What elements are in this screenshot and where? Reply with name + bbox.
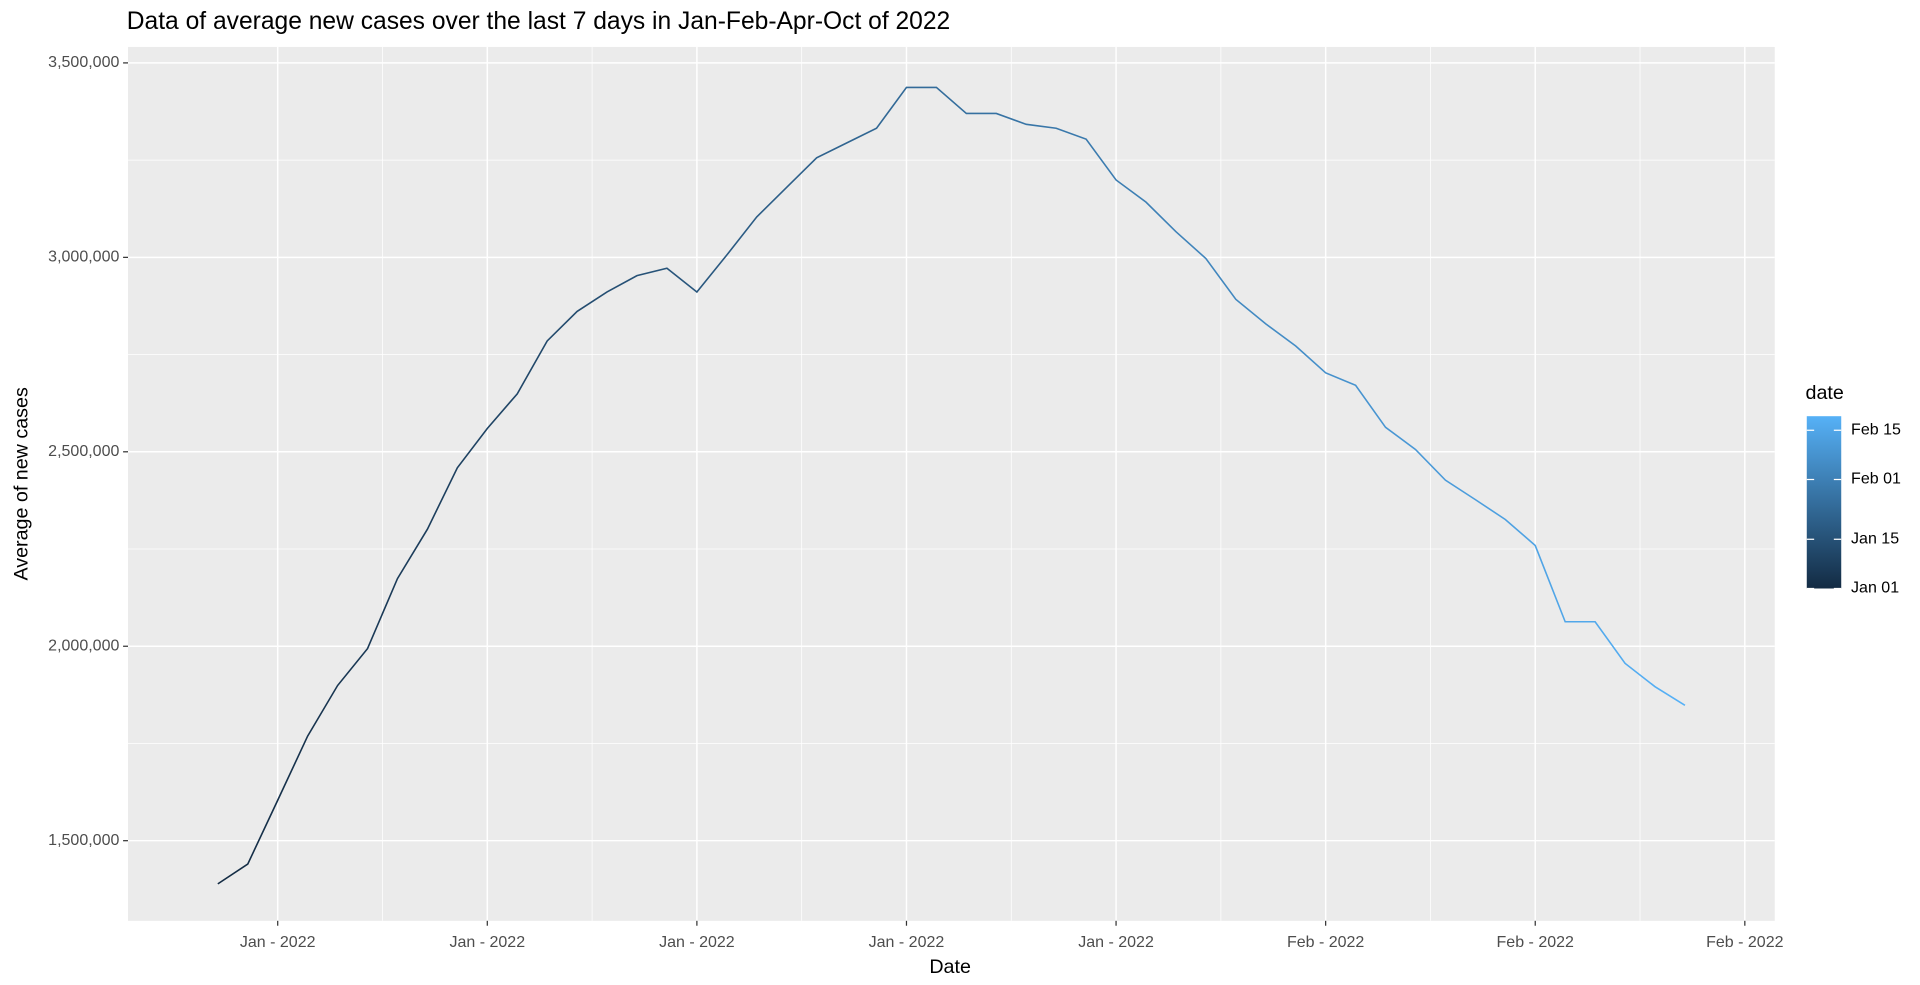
legend-label: Feb 15 <box>1851 421 1901 438</box>
x-tick-label: Feb - 2022 <box>1706 934 1783 951</box>
x-tick-label: Jan - 2022 <box>869 934 945 951</box>
x-tick-label: Jan - 2022 <box>1078 934 1154 951</box>
legend-label: Jan 15 <box>1851 530 1899 547</box>
legend-label: Feb 01 <box>1851 471 1901 488</box>
grid <box>128 46 1775 921</box>
x-tick-label: Feb - 2022 <box>1287 934 1364 951</box>
y-tick-label: 2,000,000 <box>48 637 119 654</box>
panel <box>128 46 1775 921</box>
x-axis-title: Date <box>929 956 971 978</box>
x-tick-label: Jan - 2022 <box>659 934 735 951</box>
y-tick-label: 3,500,000 <box>48 54 119 71</box>
x-tick-label: Feb - 2022 <box>1497 934 1574 951</box>
y-tick-label: 3,000,000 <box>48 249 119 266</box>
chart-title: Data of average new cases over the last … <box>127 8 950 35</box>
y-tick-label: 2,500,000 <box>48 443 119 460</box>
x-tick-label: Jan - 2022 <box>449 934 525 951</box>
colorbar <box>1806 416 1842 589</box>
y-axis-title: Average of new cases <box>10 387 32 581</box>
legend-title: date <box>1806 382 1844 404</box>
y-tick-label: 1,500,000 <box>48 832 119 849</box>
x-tick-label: Jan - 2022 <box>240 934 316 951</box>
line <box>217 86 1686 885</box>
legend-label: Jan 01 <box>1851 580 1899 597</box>
